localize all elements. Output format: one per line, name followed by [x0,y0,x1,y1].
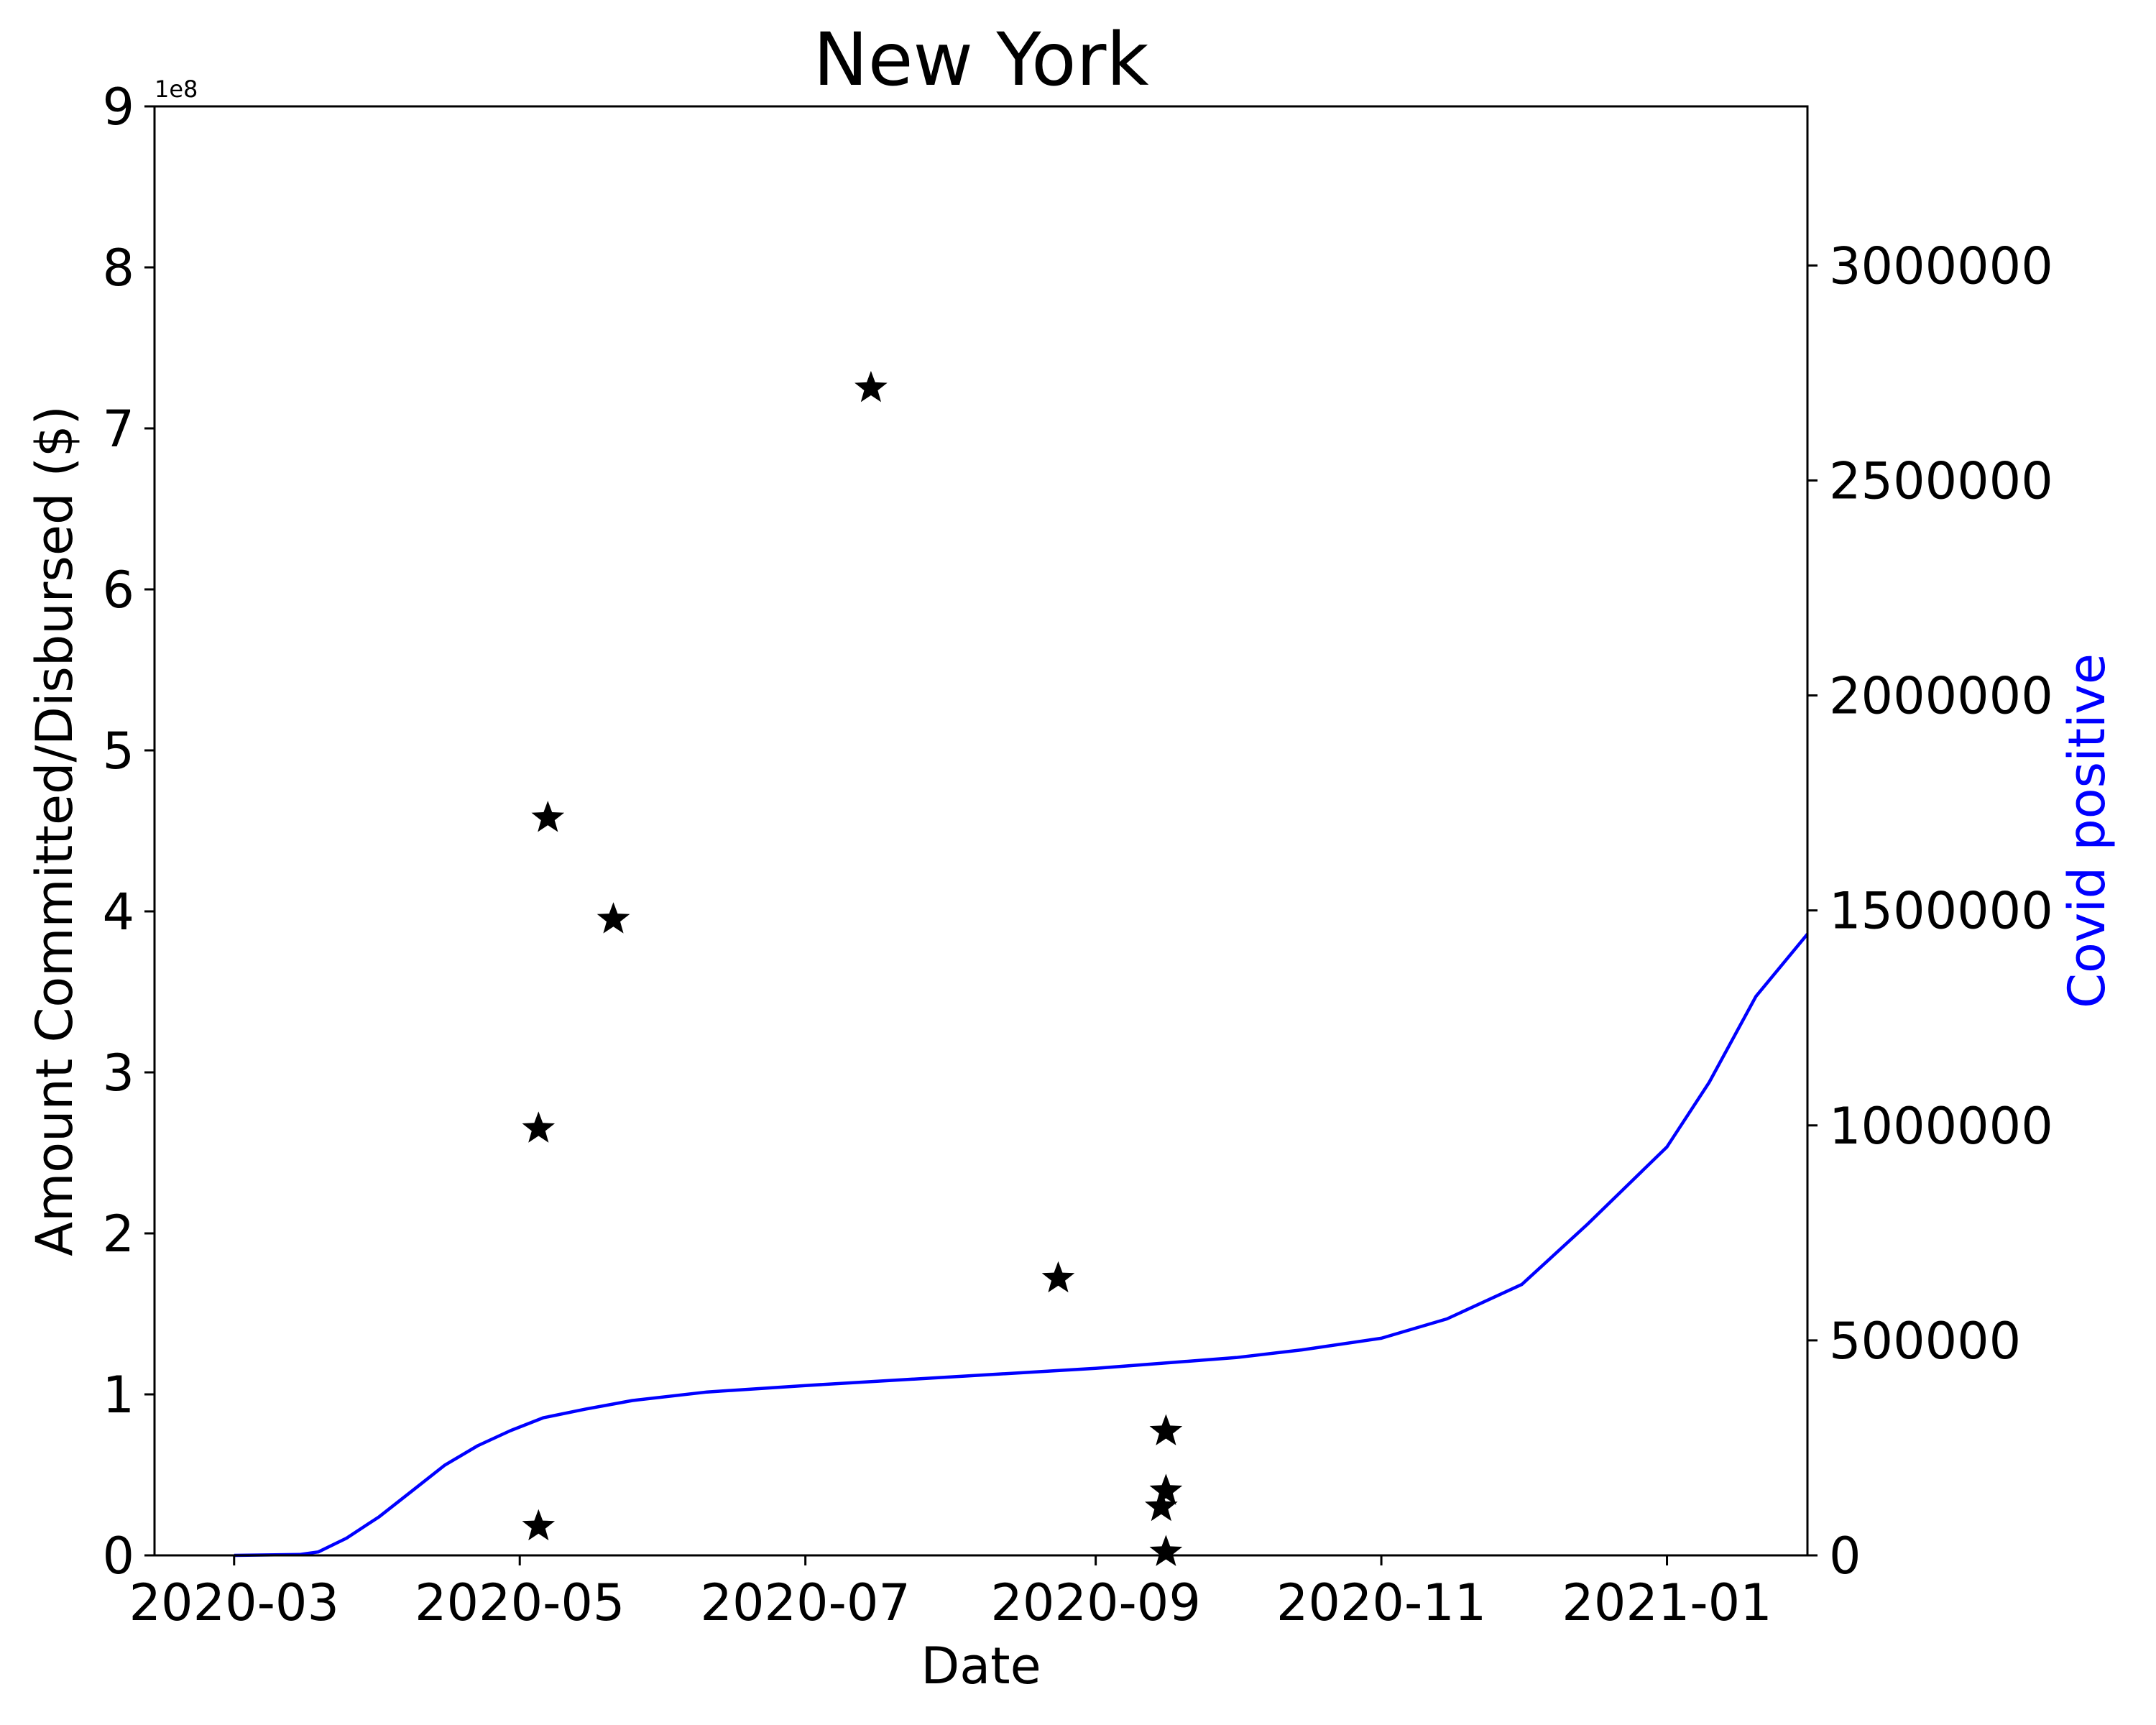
x-tick-label: 2020-09 [990,1573,1200,1632]
y-axis-offset-label: 1e8 [155,75,198,103]
y-tick-label: 8 [102,239,134,298]
plot-area [234,371,1809,1566]
y2-tick-label: 3000000 [1829,236,2053,295]
scatter-point [522,1509,556,1541]
scatter-point [1149,1473,1183,1505]
x-tick-label: 2020-05 [415,1573,625,1632]
y-tick-label: 5 [102,722,134,781]
y2-tick-label: 2000000 [1829,667,2053,726]
covid-positive-line [234,933,1809,1558]
y2-tick-label: 500000 [1829,1312,2021,1371]
y-tick-label: 4 [102,883,134,942]
y2-tick-label: 1500000 [1829,882,2053,941]
y-tick-label: 2 [102,1205,134,1264]
axes-frame [153,105,1809,1557]
y-tick-label: 3 [102,1044,134,1103]
scatter-point [1149,1535,1183,1566]
scatter-point [1149,1414,1183,1445]
x-axis-label: Date [921,1637,1041,1696]
x-tick-label: 2020-11 [1276,1573,1486,1632]
x-tick-label: 2021-01 [1562,1573,1772,1632]
scatter-point [596,902,630,934]
x-axis: 2020-03 2020-05 2020-07 2020-09 2020-11 2021-… [129,1555,1772,1632]
scatter-point [854,371,888,402]
x-tick-label: 2020-03 [129,1573,339,1632]
y2-tick-label: 0 [1829,1527,1861,1586]
y-tick-label: 1 [102,1366,134,1425]
y2-axis-label: Covid positive [2058,653,2116,1008]
y2-tick-label: 1000000 [1829,1097,2053,1156]
y-tick-label: 9 [102,78,134,137]
scatter-point [522,1111,556,1143]
y-tick-label: 6 [102,561,134,620]
y-tick-label: 0 [102,1527,134,1586]
x-tick-label: 2020-07 [700,1573,910,1632]
scatter-point [1041,1261,1075,1293]
y-axis-left: 0 1 2 3 4 5 6 7 8 9 [102,78,155,1586]
y-axis-right: 0 500000 1000000 1500000 2000000 2500000 30000… [1807,236,2053,1586]
chart-title: New York [813,17,1148,103]
scatter-point [531,801,565,832]
y-tick-label: 7 [102,400,134,459]
y-axis-label: Amount Committed/Disbursed ($) [25,405,84,1256]
scatter-point [1145,1489,1178,1522]
y2-tick-label: 2500000 [1829,451,2053,510]
